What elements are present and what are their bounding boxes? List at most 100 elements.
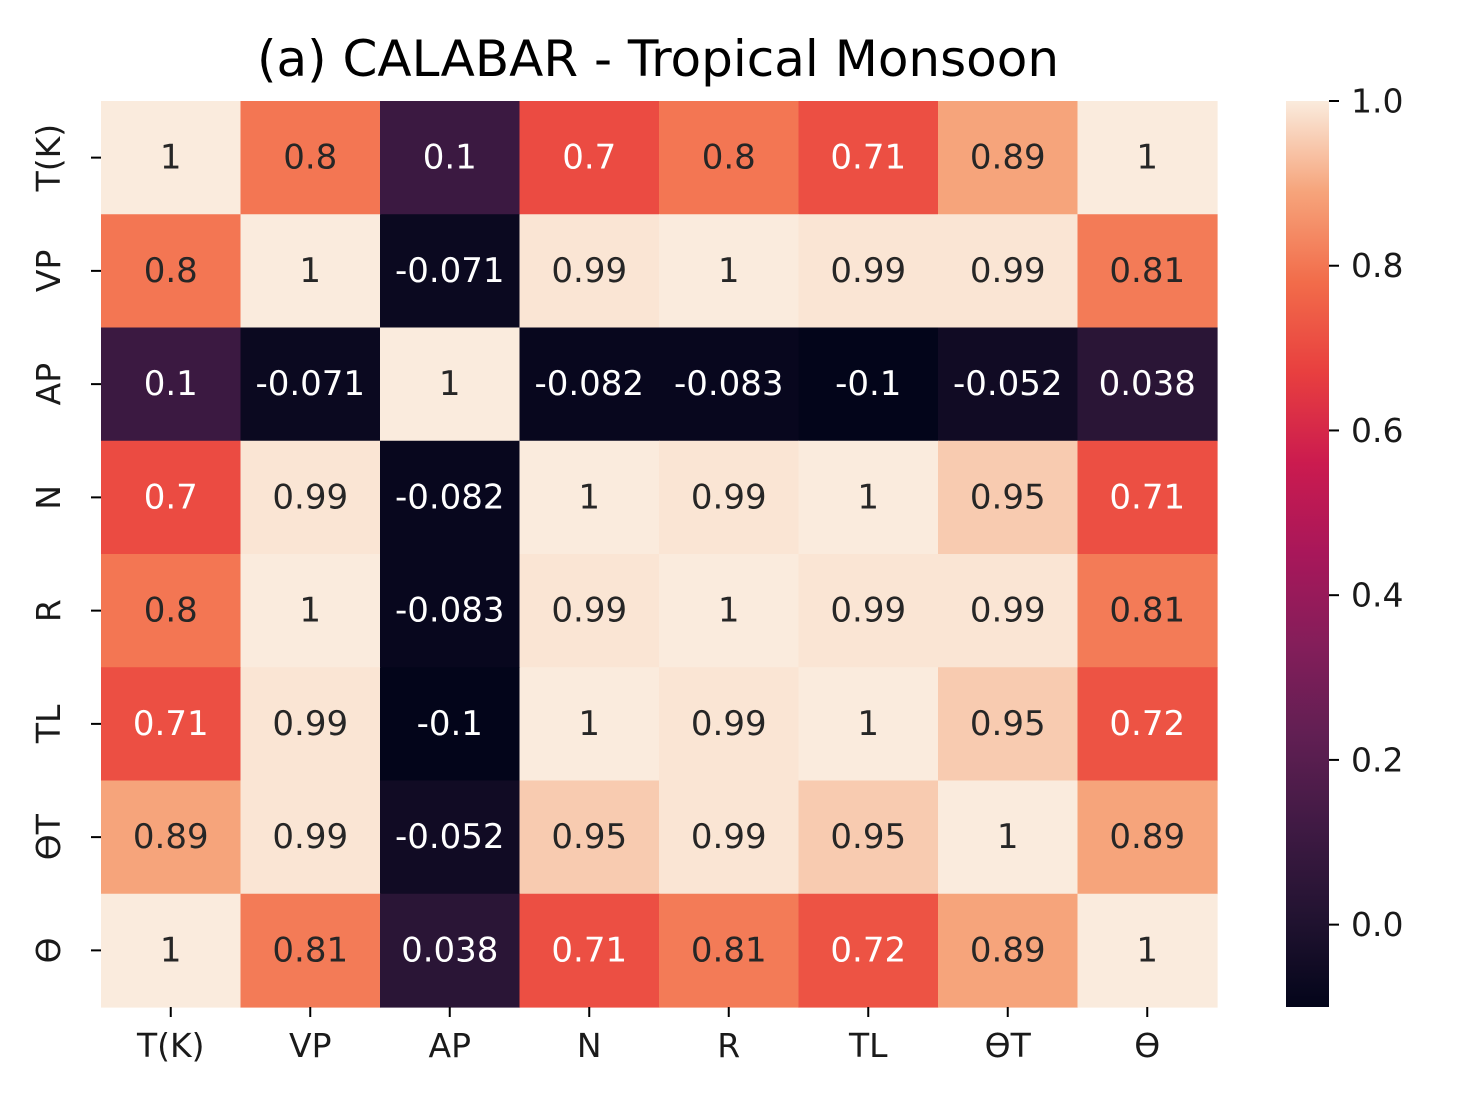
y-tick-label: VP <box>29 250 68 292</box>
heatmap-cell <box>938 667 1079 782</box>
heatmap-cell <box>938 440 1079 555</box>
heatmap-cell <box>798 554 939 668</box>
cell-annotation: 0.038 <box>401 930 498 970</box>
heatmap-cell <box>798 780 939 895</box>
colorbar-tick-label: 0.6 <box>1351 411 1403 450</box>
cell-annotation: 0.99 <box>691 817 767 857</box>
heatmap-cell <box>938 893 1079 1008</box>
cell-annotation: 1 <box>160 138 182 178</box>
cell-annotation: 1 <box>299 591 321 631</box>
x-tick-label: AP <box>429 1026 471 1065</box>
heatmap-cell <box>101 554 242 668</box>
cell-annotation: 0.99 <box>272 704 348 744</box>
heatmap-cell <box>659 440 800 555</box>
cell-annotation: 0.8 <box>283 138 337 178</box>
heatmap-cell <box>659 780 800 895</box>
heatmap-cell <box>240 440 381 555</box>
heatmap-cell <box>938 214 1079 329</box>
heatmap-cells <box>101 101 1218 1008</box>
cell-annotation: 1 <box>718 591 740 631</box>
heatmap-cell <box>1077 667 1218 782</box>
heatmap-cell <box>659 893 800 1008</box>
cell-annotation: 1 <box>439 364 461 404</box>
heatmap-cell <box>938 780 1079 895</box>
heatmap-cell <box>240 893 381 1008</box>
cell-annotation: 0.72 <box>830 930 906 970</box>
cell-annotation: -0.071 <box>255 364 365 404</box>
cell-annotation: 0.95 <box>970 704 1046 744</box>
x-tick-label: TL <box>848 1026 888 1065</box>
heatmap-cell <box>101 440 242 555</box>
heatmap-cell <box>519 327 660 442</box>
heatmap-cell <box>1077 893 1218 1008</box>
heatmap-cell <box>380 667 521 782</box>
heatmap-cell <box>798 101 939 215</box>
heatmap-cell <box>380 440 521 555</box>
colorbar-tick-label: 0.0 <box>1351 905 1403 944</box>
cell-annotation: 0.7 <box>144 477 198 517</box>
heatmap-cell <box>240 214 381 329</box>
cell-annotation: 0.1 <box>144 364 198 404</box>
x-tick-label: N <box>577 1026 602 1065</box>
heatmap-cell <box>659 667 800 782</box>
cell-annotation: 0.81 <box>691 930 767 970</box>
cell-annotation: 0.99 <box>272 477 348 517</box>
heatmap-cell <box>938 554 1079 668</box>
heatmap-cell <box>519 440 660 555</box>
cell-annotation: 1 <box>857 477 879 517</box>
cell-annotation: 0.99 <box>830 591 906 631</box>
cell-annotation: 0.72 <box>1109 704 1185 744</box>
y-tick-label: ϴT <box>29 813 68 860</box>
cell-annotation: 0.99 <box>691 704 767 744</box>
cell-annotation: 0.95 <box>970 477 1046 517</box>
heatmap-cell <box>519 101 660 215</box>
cell-annotation: 0.8 <box>144 591 198 631</box>
heatmap-cell <box>659 101 800 215</box>
colorbar-tick-label: 0.8 <box>1351 246 1403 285</box>
colorbar-tick-label: 1.0 <box>1351 82 1403 121</box>
heatmap-annotations: 1 0.8 0.1 0.7 0.8 0.71 0.89 10.8 1 -0.071 0.99 1 0.9… <box>133 138 1196 971</box>
heatmap-cell <box>380 554 521 668</box>
y-axis: T(K) VP AP N R TL ϴT ϴ <box>29 124 101 963</box>
cell-annotation: -0.1 <box>835 364 901 404</box>
heatmap-cell <box>1077 554 1218 668</box>
heatmap-cell <box>519 554 660 668</box>
heatmap-cell <box>798 667 939 782</box>
cell-annotation: -0.082 <box>395 477 505 517</box>
cell-annotation: 0.99 <box>551 251 627 291</box>
heatmap-cell <box>101 893 242 1008</box>
cell-annotation: -0.1 <box>417 704 483 744</box>
x-tick-label: ϴT <box>985 1026 1032 1065</box>
cell-annotation: 0.8 <box>144 251 198 291</box>
heatmap-cell <box>519 214 660 329</box>
heatmap-cell <box>380 214 521 329</box>
heatmap-cell <box>659 327 800 442</box>
cell-annotation: 0.81 <box>272 930 348 970</box>
cell-annotation: 0.7 <box>562 138 616 178</box>
cell-annotation: 0.71 <box>133 704 209 744</box>
heatmap-cell <box>659 214 800 329</box>
y-tick-label: ϴ <box>29 937 68 963</box>
heatmap-cell <box>380 327 521 442</box>
heatmap-cell <box>240 780 381 895</box>
heatmap-cell <box>380 780 521 895</box>
cell-annotation: 0.99 <box>691 477 767 517</box>
cell-annotation: 0.89 <box>1109 817 1185 857</box>
heatmap-cell <box>1077 327 1218 442</box>
cell-annotation: -0.071 <box>395 251 505 291</box>
cell-annotation: 0.99 <box>970 251 1046 291</box>
heatmap-cell <box>101 214 242 329</box>
cell-annotation: 1 <box>997 817 1019 857</box>
heatmap-cell <box>1077 101 1218 215</box>
cell-annotation: 1 <box>160 930 182 970</box>
x-tick-label: R <box>717 1026 740 1065</box>
cell-annotation: 0.8 <box>702 138 756 178</box>
colorbar-tick-label: 0.2 <box>1351 740 1403 779</box>
cell-annotation: 1 <box>718 251 740 291</box>
heatmap-cell <box>519 667 660 782</box>
colorbar-tick-label: 0.4 <box>1351 576 1403 615</box>
cell-annotation: 0.038 <box>1099 364 1196 404</box>
cell-annotation: -0.052 <box>395 817 505 857</box>
heatmap-cell <box>240 101 381 215</box>
